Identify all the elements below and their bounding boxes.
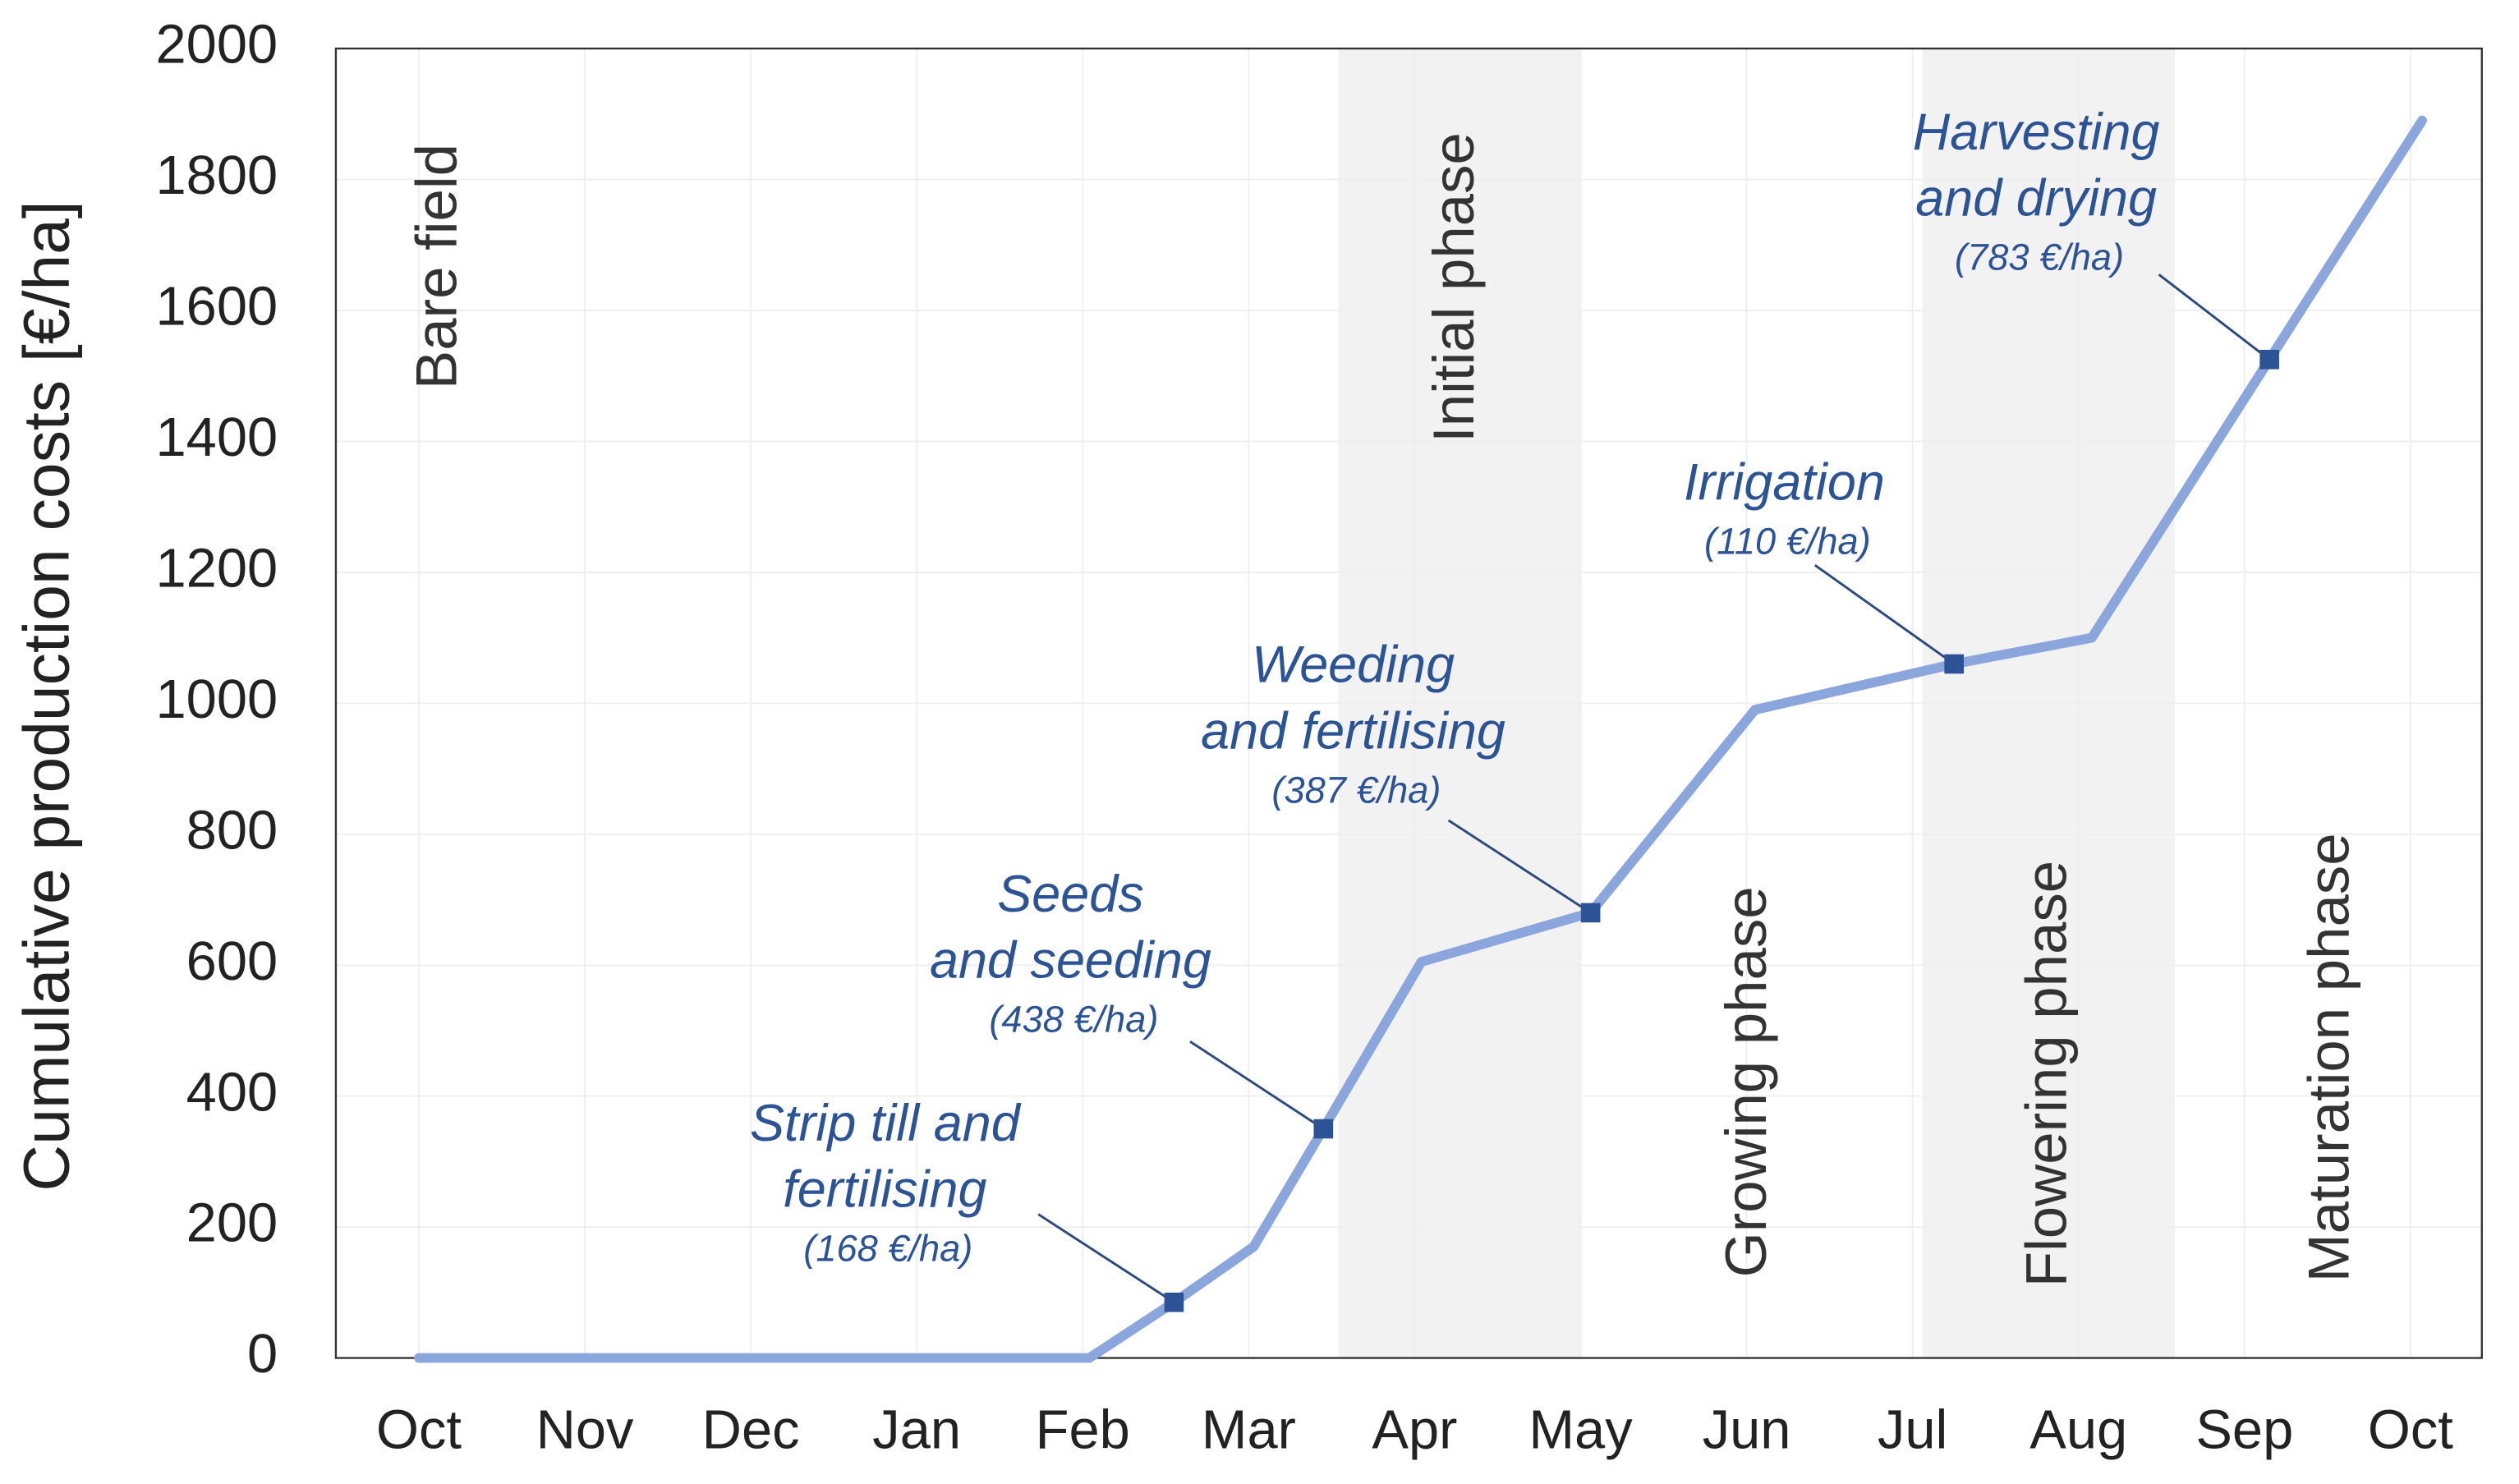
y-tick-label: 200 (186, 1192, 278, 1254)
phase-label: Growing phase (1713, 886, 1778, 1277)
annotation-text: Weeding (1252, 636, 1455, 694)
annotation-text: and fertilising (1201, 702, 1505, 760)
annotation-cost: (168 €/ha) (803, 1228, 972, 1270)
annotation-text: fertilising (783, 1161, 986, 1219)
leader-line (1037, 1213, 1175, 1304)
annotation-text: Harvesting (1913, 103, 2160, 161)
annotation-text: Strip till and (750, 1095, 1022, 1152)
x-tick-label: Aug (2029, 1399, 2127, 1461)
x-tick-label: Oct (376, 1399, 462, 1461)
x-tick-label: Mar (1202, 1399, 1296, 1461)
x-tick-label: Dec (702, 1399, 800, 1461)
phase-label: Maturation phase (2296, 833, 2361, 1282)
x-tick-label: Jul (1878, 1399, 1947, 1461)
y-tick-label: 1200 (155, 538, 278, 600)
marker (1944, 654, 1964, 674)
x-tick-label: Jan (872, 1399, 961, 1461)
annotation-text: Seeds (997, 866, 1143, 923)
y-tick-label: 600 (186, 930, 278, 992)
x-tick-label: Oct (2368, 1399, 2453, 1461)
leader-line (1189, 1040, 1325, 1130)
marker (2259, 349, 2279, 370)
annotation-cost: (387 €/ha) (1271, 769, 1441, 811)
x-tick-label: Nov (536, 1399, 634, 1461)
annotation-cost: (438 €/ha) (989, 999, 1158, 1041)
y-tick-label: 1800 (155, 145, 278, 206)
annotation-text: Irrigation (1684, 454, 1885, 512)
y-tick-label: 2000 (155, 14, 278, 76)
phase-label: Bare field (403, 144, 468, 389)
plot-frame (334, 47, 2483, 1359)
y-tick-label: 1000 (155, 668, 278, 730)
x-tick-label: Feb (1036, 1399, 1130, 1461)
y-tick-label: 800 (186, 799, 278, 861)
x-tick-label: Jun (1703, 1399, 1791, 1461)
x-tick-label: May (1528, 1399, 1633, 1461)
y-tick-label: 400 (186, 1061, 278, 1123)
phase-label: Flowering phase (2014, 861, 2079, 1287)
marker (1164, 1292, 1184, 1312)
leader-line (1813, 564, 1956, 665)
y-axis-title: Cumulative production costs [€/ha] (11, 200, 83, 1191)
data-line (414, 115, 2427, 1363)
annotation-cost: (783 €/ha) (1955, 237, 2124, 278)
y-tick-label: 1400 (155, 407, 278, 468)
leader-line (1447, 819, 1592, 914)
leader-line (2158, 273, 2271, 361)
x-tick-label: Apr (1372, 1399, 1457, 1461)
marker (1313, 1119, 1334, 1139)
annotation-cost: (110 €/ha) (1704, 521, 1871, 563)
marker (1580, 903, 1601, 923)
annotation-text: and drying (1915, 169, 2157, 227)
annotation-text: and seeding (930, 931, 1211, 989)
y-tick-label: 0 (247, 1323, 278, 1385)
y-tick-label: 1600 (155, 276, 278, 338)
x-tick-label: Sep (2195, 1399, 2293, 1461)
phase-label: Initial phase (1421, 132, 1486, 443)
